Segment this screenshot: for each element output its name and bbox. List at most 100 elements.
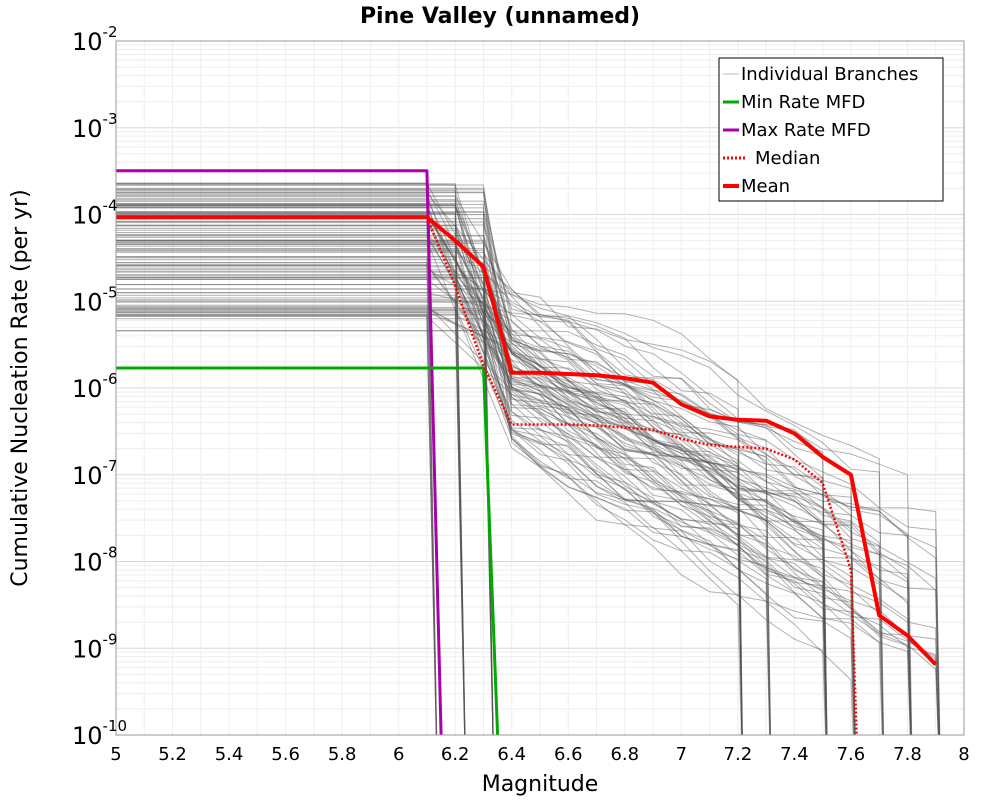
branch-line xyxy=(116,192,743,735)
branch-line xyxy=(116,203,494,735)
branch-line xyxy=(116,203,855,735)
series-min-rate-mfd xyxy=(116,366,500,735)
branch-line xyxy=(116,198,466,735)
y-tick-label: 10-10 xyxy=(72,717,127,750)
branch-line xyxy=(116,195,827,735)
branch-line xyxy=(116,204,884,735)
branch-line xyxy=(116,264,856,735)
y-tick-label: 10-4 xyxy=(72,197,118,230)
branch-line xyxy=(116,192,771,735)
branch-line xyxy=(116,271,940,735)
branch-line xyxy=(116,312,437,735)
branch-line xyxy=(116,214,939,735)
branch-line xyxy=(116,205,743,735)
x-axis-label: Magnitude xyxy=(482,772,599,797)
y-tick-label: 10-6 xyxy=(72,370,118,403)
branch-line xyxy=(116,248,466,735)
branch-line xyxy=(116,310,771,735)
branch-line xyxy=(116,239,939,735)
y-tick-label: 10-9 xyxy=(72,630,118,663)
branch-line xyxy=(116,262,437,735)
branch-line xyxy=(116,301,912,735)
branch-line xyxy=(116,315,743,735)
branch-line xyxy=(116,236,828,735)
plot-frame xyxy=(115,40,965,736)
x-tick-label: 6 xyxy=(393,744,404,765)
series-max-rate-mfd xyxy=(116,169,443,735)
branch-line xyxy=(116,330,828,735)
branch-line xyxy=(116,190,856,735)
branch-line xyxy=(116,256,883,735)
branch-line xyxy=(116,256,771,735)
x-tick-label: 5.6 xyxy=(271,744,300,765)
legend: Individual Branches Min Rate MFD Max Rate … xyxy=(718,57,944,202)
branch-line xyxy=(116,304,743,735)
branch-line xyxy=(116,279,856,735)
x-tick-label: 7.8 xyxy=(893,744,922,765)
y-tick-label: 10-3 xyxy=(72,110,118,143)
x-tick-label: 6.6 xyxy=(554,744,583,765)
branch-line xyxy=(116,235,941,735)
branch-line xyxy=(116,262,743,735)
branch-line xyxy=(116,183,466,735)
branch-line xyxy=(116,300,855,735)
branch-line xyxy=(116,268,940,735)
branch-line xyxy=(116,203,939,735)
x-tick-label: 5.4 xyxy=(215,744,244,765)
legend-label: Min Rate MFD xyxy=(741,92,865,113)
branch-line xyxy=(116,278,771,735)
branch-line xyxy=(116,217,911,735)
x-tick-label: 7.2 xyxy=(724,744,753,765)
branch-line xyxy=(116,200,828,735)
y-tick-labels: 10-10 10-9 10-8 10-7 10-6 10-5 10-4 10-3 10-2 xyxy=(72,23,127,750)
branch-line xyxy=(116,284,885,735)
branch-line xyxy=(116,205,743,735)
x-tick-labels: 5 5.2 5.4 5.6 5.8 6 6.2 6.4 6.6 6.8 7 7.2 7.4 7.6 7.8 8 xyxy=(110,744,969,765)
branch-line xyxy=(116,220,856,735)
branch-line xyxy=(116,189,771,735)
branch-line xyxy=(116,274,494,735)
branch-line xyxy=(116,200,743,735)
x-tick-label: 5 xyxy=(110,744,121,765)
branch-line xyxy=(116,234,940,735)
legend-label: Median xyxy=(755,148,820,169)
branch-line xyxy=(116,292,743,735)
branch-line xyxy=(116,215,771,735)
branch-line xyxy=(116,242,913,735)
legend-box xyxy=(718,57,944,202)
y-axis-label: Cumulative Nucleation Rate (per yr) xyxy=(8,189,33,587)
branch-line xyxy=(116,309,466,735)
branch-line xyxy=(116,311,941,735)
branch-line xyxy=(116,308,494,735)
branch-line xyxy=(116,330,912,735)
branch-line xyxy=(116,251,828,735)
branch-line xyxy=(116,299,466,735)
x-tick-label: 6.2 xyxy=(441,744,470,765)
series-mean xyxy=(116,215,938,666)
branch-line xyxy=(116,188,911,735)
y-tick-label: 10-8 xyxy=(72,544,118,577)
branch-line xyxy=(116,187,827,735)
branch-line xyxy=(116,239,826,735)
branch-line xyxy=(116,191,912,735)
branch-line xyxy=(116,211,912,735)
branch-line xyxy=(116,195,772,735)
x-tick-label: 7.4 xyxy=(780,744,809,765)
branch-line xyxy=(116,214,828,735)
branch-line xyxy=(116,241,494,735)
branch-line xyxy=(116,249,884,735)
legend-label: Mean xyxy=(741,176,790,197)
branch-line xyxy=(116,306,912,735)
branch-layer xyxy=(116,182,941,735)
branch-line xyxy=(116,212,828,735)
branch-line xyxy=(116,250,884,735)
x-tick-label: 7.6 xyxy=(837,744,866,765)
branch-line xyxy=(116,308,884,735)
branch-line xyxy=(116,212,466,735)
branch-line xyxy=(116,225,827,735)
y-tick-label: 10-7 xyxy=(72,457,118,490)
branch-line xyxy=(116,288,494,735)
branch-line xyxy=(116,221,494,735)
branch-line xyxy=(116,194,854,735)
